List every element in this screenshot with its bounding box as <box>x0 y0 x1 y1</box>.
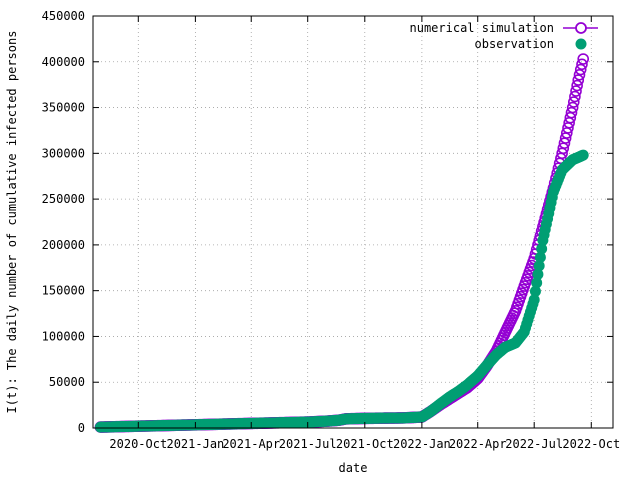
data-point <box>576 58 588 71</box>
grid <box>93 16 613 428</box>
data-point <box>532 268 544 280</box>
y-tick-label: 100000 <box>42 329 85 343</box>
data-point <box>577 149 589 161</box>
data-point <box>566 101 579 114</box>
x-tick-label: 2021-Jul <box>279 437 337 451</box>
x-tick-label: 2022-Jul <box>505 437 563 451</box>
x-tick-label: 2022-Jan <box>393 437 451 451</box>
data-point <box>528 294 540 306</box>
y-tick-label: 150000 <box>42 284 85 298</box>
data-point <box>571 79 583 92</box>
data-point <box>565 106 578 119</box>
y-tick-label: 0 <box>78 421 85 435</box>
legend-label: observation <box>475 37 554 51</box>
x-tick-label: 2021-Jan <box>166 437 224 451</box>
series-layer <box>94 53 590 433</box>
y-tick-label: 400000 <box>42 55 85 69</box>
x-tick-label: 2022-Apr <box>449 437 507 451</box>
legend-marker <box>575 38 587 50</box>
legend-marker <box>575 22 587 34</box>
data-point <box>533 260 545 272</box>
data-point <box>569 90 581 103</box>
y-tick-label: 250000 <box>42 192 85 206</box>
legend-label: numerical simulation <box>410 21 555 35</box>
y-tick-label: 200000 <box>42 238 85 252</box>
y-tick-label: 350000 <box>42 101 85 115</box>
ticks: 0 50000 100000 150000 200000 250000 300000 3500… <box>42 9 621 451</box>
data-point <box>567 96 580 108</box>
y-tick-label: 50000 <box>49 375 85 389</box>
data-point <box>577 53 590 65</box>
data-point <box>534 251 546 263</box>
data-point <box>570 85 582 97</box>
data-point <box>529 285 541 297</box>
data-point <box>536 243 548 255</box>
x-axis-label: date <box>339 461 368 475</box>
legend: numerical simulation observation <box>410 21 598 51</box>
series-0 <box>94 53 590 433</box>
y-tick-label: 450000 <box>42 9 85 23</box>
data-point <box>531 277 543 289</box>
data-point <box>574 63 587 76</box>
data-point <box>572 74 585 86</box>
x-tick-label: 2021-Oct <box>336 437 394 451</box>
x-tick-label: 2021-Apr <box>222 437 280 451</box>
data-point <box>573 69 586 81</box>
x-tick-label: 2020-Oct <box>109 437 167 451</box>
y-tick-label: 300000 <box>42 146 85 160</box>
x-tick-label: 2022-Oct <box>562 437 620 451</box>
series-1 <box>94 149 589 433</box>
plot-frame <box>92 15 614 429</box>
y-axis-label: I(t): The daily number of cumulative inf… <box>5 31 19 414</box>
